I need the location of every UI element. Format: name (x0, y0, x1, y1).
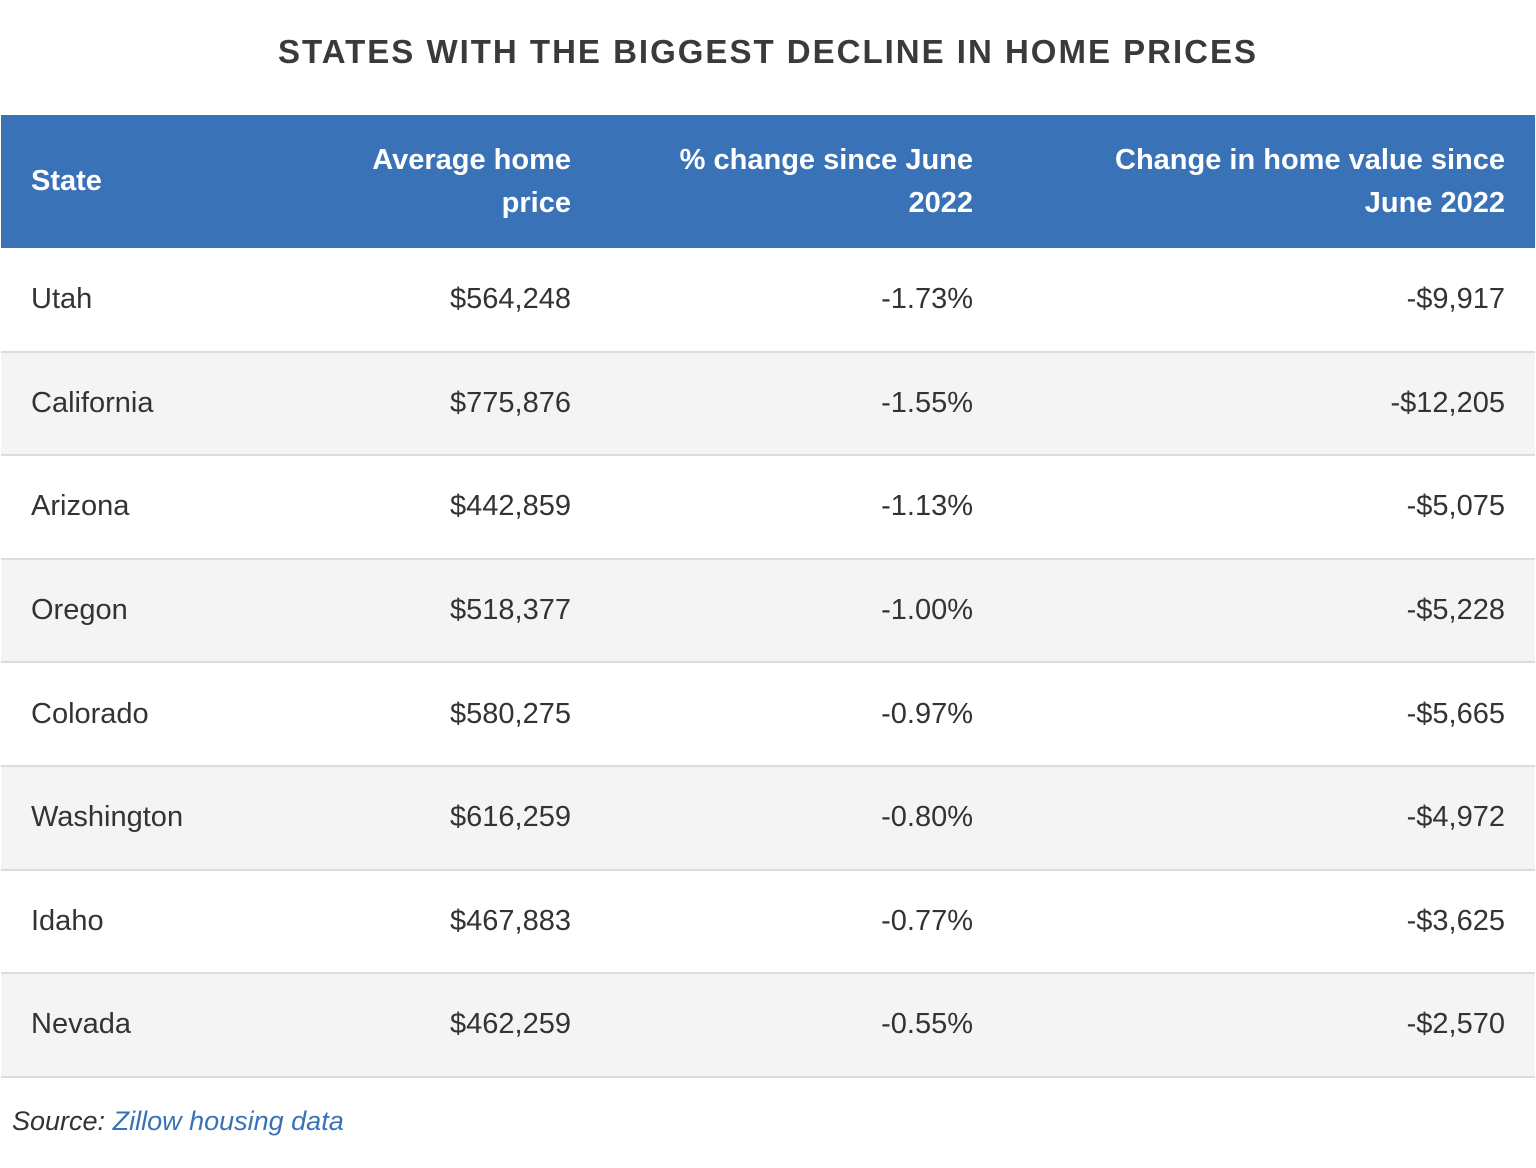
price-cell: $442,859 (450, 490, 571, 523)
price-cell: $518,377 (450, 594, 571, 627)
state-cell: Colorado (31, 697, 149, 730)
change-cell: -$9,917 (1406, 282, 1505, 315)
change-cell: -$5,075 (1406, 490, 1505, 523)
source-note: Source: Zillow housing data (12, 1104, 344, 1138)
state-cell: Arizona (31, 490, 130, 523)
percent-change-cell: -1.73% (881, 282, 973, 315)
header-average-home-price: Average home price (372, 143, 571, 219)
source-link[interactable]: Zillow housing data (112, 1106, 344, 1136)
price-cell: $580,275 (450, 697, 571, 730)
table-row: California $775,876 -1.55% -$12,205 (1, 351, 1535, 456)
percent-change-cell: -0.55% (881, 1008, 973, 1041)
price-cell: $775,876 (450, 386, 571, 419)
table-body: Utah $564,248 -1.73% -$9,917 California $775,… (1, 248, 1535, 1077)
source-label: Source: (12, 1106, 106, 1136)
change-cell: -$3,625 (1406, 904, 1505, 937)
percent-change-cell: -1.55% (881, 386, 973, 419)
percent-change-cell: -1.13% (881, 490, 973, 523)
header-percent-change: % change since June 2022 (679, 143, 973, 219)
state-cell: Oregon (31, 594, 128, 627)
state-cell: Utah (31, 282, 93, 315)
change-cell: -$4,972 (1406, 801, 1505, 834)
table-row: Washington $616,259 -0.80% -$4,972 (1, 765, 1535, 870)
price-cell: $467,883 (450, 904, 571, 937)
table-row: Colorado $580,275 -0.97% -$5,665 (1, 662, 1535, 766)
percent-change-cell: -0.80% (881, 801, 973, 834)
table-row: Utah $564,248 -1.73% -$9,917 (1, 248, 1535, 352)
percent-change-cell: -0.77% (881, 904, 973, 937)
price-cell: $462,259 (450, 1008, 571, 1041)
price-cell: $564,248 (450, 282, 571, 315)
state-cell: Washington (31, 801, 184, 834)
change-cell: -$5,665 (1406, 697, 1505, 730)
change-cell: -$5,228 (1406, 594, 1505, 627)
table-row: Nevada $462,259 -0.55% -$2,570 (1, 973, 1535, 1077)
change-cell: -$2,570 (1406, 1008, 1505, 1041)
table-header-row: State Average home price % change since … (1, 115, 1535, 248)
header-home-value-change: Change in home value since June 2022 (1115, 143, 1505, 219)
change-cell: -$12,205 (1390, 386, 1506, 419)
data-table: State Average home price % change since … (1, 115, 1535, 1078)
table-row: Arizona $442,859 -1.13% -$5,075 (1, 455, 1535, 559)
state-cell: Idaho (31, 904, 104, 937)
percent-change-cell: -1.00% (881, 594, 973, 627)
state-cell: California (31, 386, 154, 419)
price-cell: $616,259 (450, 801, 571, 834)
percent-change-cell: -0.97% (881, 697, 973, 730)
chart-title: STATES WITH THE BIGGEST DECLINE IN HOME … (278, 33, 1258, 70)
table-row: Idaho $467,883 -0.77% -$3,625 (1, 869, 1535, 974)
table-row: Oregon $518,377 -1.00% -$5,228 (1, 558, 1535, 663)
state-cell: Nevada (31, 1008, 131, 1041)
header-state: State (31, 165, 102, 197)
